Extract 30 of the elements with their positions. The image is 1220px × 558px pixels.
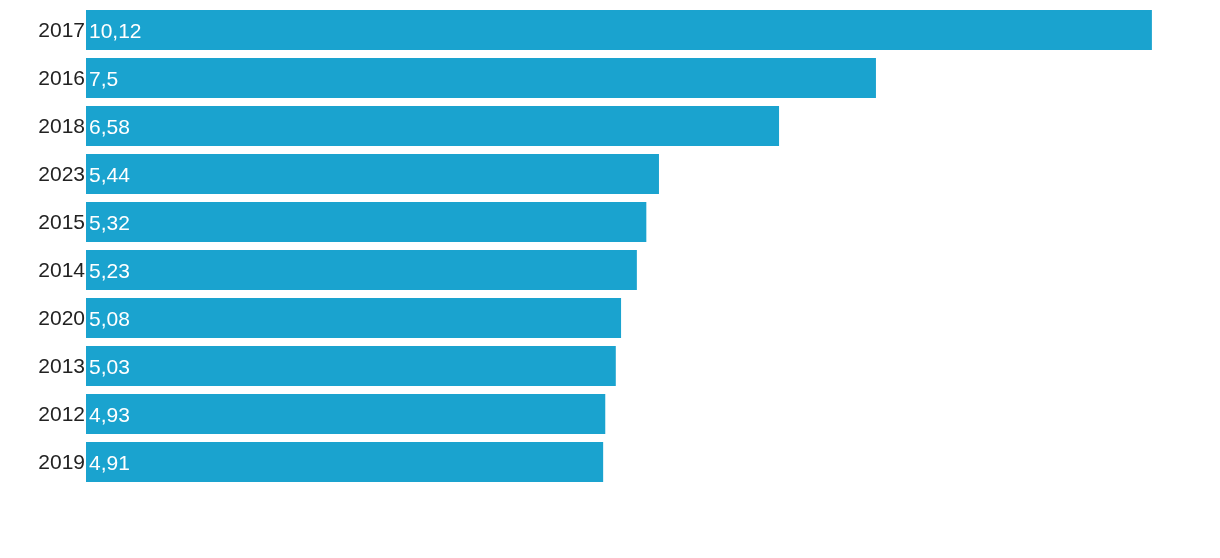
y-tick-label: 2014	[38, 258, 86, 282]
bar	[86, 154, 659, 194]
data-label: 7,5	[89, 66, 119, 90]
y-tick-label: 2015	[38, 210, 85, 234]
y-tick-label: 2016	[38, 66, 85, 90]
bar	[86, 202, 647, 242]
data-label: 5,44	[89, 162, 131, 186]
y-tick-label: 2013	[38, 354, 85, 378]
bar	[86, 442, 604, 482]
bar	[86, 58, 876, 98]
data-label: 5,23	[89, 258, 130, 282]
data-label: 5,08	[89, 306, 130, 330]
bar	[86, 250, 637, 290]
y-tick-label: 2019	[38, 450, 85, 474]
y-tick-label: 2012	[38, 402, 85, 426]
y-tick-label: 2017	[38, 18, 85, 42]
bar	[86, 106, 780, 146]
y-tick-label: 2020	[38, 306, 85, 330]
bar	[86, 346, 616, 386]
y-tick-label: 2018	[38, 114, 85, 138]
bar	[86, 10, 1152, 50]
y-tick-label: 2023	[38, 162, 85, 186]
bar	[86, 298, 622, 338]
data-label: 6,58	[89, 114, 130, 138]
data-label: 4,91	[89, 450, 130, 474]
data-label: 4,93	[89, 402, 130, 426]
bar	[86, 394, 606, 434]
data-label: 10,12	[89, 18, 142, 42]
data-label: 5,32	[89, 210, 130, 234]
data-label: 5,03	[89, 354, 130, 378]
